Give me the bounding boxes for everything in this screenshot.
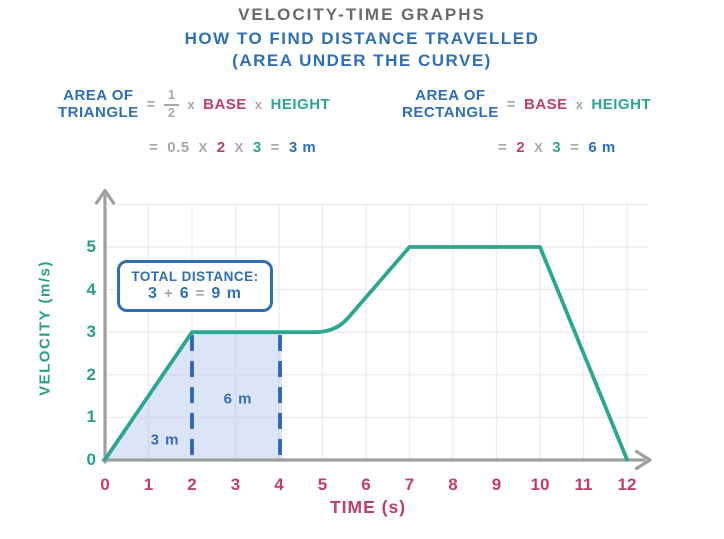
x-tick-2: 2 xyxy=(187,475,197,494)
height-word: HEIGHT xyxy=(591,96,652,114)
rectangle-formula-label: AREA OF RECTANGLE xyxy=(402,87,499,121)
x-tick-11: 11 xyxy=(574,475,593,494)
y-axis-title: VELOCITY (m/s) xyxy=(36,260,54,396)
total-distance-callout: TOTAL DISTANCE: 3 + 6 = 9 m xyxy=(117,260,273,312)
x-tick-7: 7 xyxy=(404,475,415,494)
x-tick-10: 10 xyxy=(530,475,550,494)
y-tick-2: 2 xyxy=(86,365,96,384)
y-tick-0: 0 xyxy=(86,450,96,469)
one-half-fraction: 1 2 xyxy=(163,88,180,121)
y-tick-4: 4 xyxy=(86,280,96,299)
page-title: VELOCITY-TIME GRAPHS xyxy=(238,5,486,24)
triangle-area-label: 3 m xyxy=(150,431,180,449)
equals-sign: = xyxy=(506,96,516,114)
dashed-boundary-lines xyxy=(190,335,282,458)
rectangle-calculation: = 2 X 3 = 6 m xyxy=(498,139,616,156)
equals-sign: = xyxy=(146,96,156,114)
x-axis-arrow-icon xyxy=(634,449,652,471)
x-tick-0: 0 xyxy=(100,475,110,494)
y-tick-5: 5 xyxy=(86,237,96,256)
total-distance-title: TOTAL DISTANCE: xyxy=(131,269,259,285)
page-subtitle: HOW TO FIND DISTANCE TRAVELLED xyxy=(184,29,540,48)
triangle-formula-label: AREA OF TRIANGLE xyxy=(58,87,139,121)
y-tick-3: 3 xyxy=(86,322,96,341)
page-subtitle-2: (AREA UNDER THE CURVE) xyxy=(232,51,492,70)
triangle-calculation: = 0.5 X 2 X 3 = 3 m xyxy=(149,139,317,156)
x-tick-6: 6 xyxy=(361,475,371,494)
rectangle-formula: AREA OF RECTANGLE = BASE x HEIGHT xyxy=(402,87,652,122)
rectangle-area-label: 6 m xyxy=(223,390,253,408)
base-word: BASE xyxy=(203,96,247,114)
x-tick-3: 3 xyxy=(230,475,241,494)
multiply-sign: x xyxy=(575,97,584,113)
x-tick-1: 1 xyxy=(143,475,154,494)
x-tick-9: 9 xyxy=(491,475,502,494)
x-tick-12: 12 xyxy=(617,475,637,494)
multiply-sign: x xyxy=(187,97,196,113)
x-tick-4: 4 xyxy=(274,475,284,494)
total-distance-equation: 3 + 6 = 9 m xyxy=(148,284,242,302)
multiply-sign: x xyxy=(254,97,263,113)
rectangle-result: 6 m xyxy=(588,139,616,156)
x-tick-5: 5 xyxy=(317,475,328,494)
x-axis-title: TIME (s) xyxy=(329,497,407,517)
height-word: HEIGHT xyxy=(270,96,331,114)
base-word: BASE xyxy=(524,96,568,114)
triangle-formula: AREA OF TRIANGLE = 1 2 x BASE x HEIGHT xyxy=(58,87,331,122)
y-tick-1: 1 xyxy=(86,407,96,426)
velocity-curve xyxy=(103,245,629,462)
y-axis-arrow-icon xyxy=(94,188,116,205)
x-tick-8: 8 xyxy=(448,475,458,494)
triangle-result: 3 m xyxy=(288,139,317,156)
